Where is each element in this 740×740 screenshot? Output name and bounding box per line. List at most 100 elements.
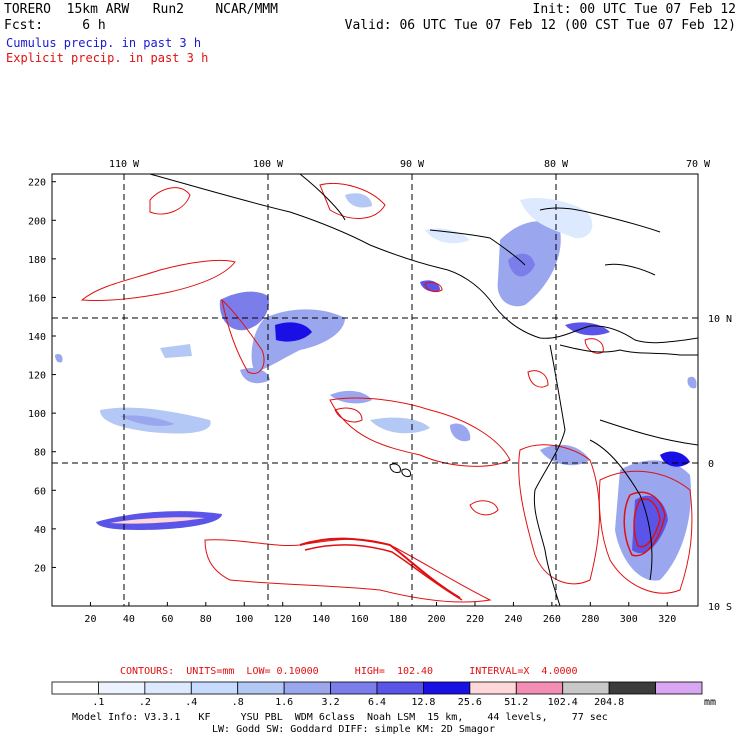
model-title: TORERO 15km ARW Run2 NCAR/MMM (4, 2, 278, 17)
colorbar-label: .8 (232, 697, 244, 708)
lon-label: 80 W (544, 159, 569, 170)
colorbar-label: 204.8 (594, 697, 624, 708)
cumulus-core (508, 253, 535, 277)
lat-labels: 10 N 0 10 S (694, 314, 732, 613)
x-tick-label: 200 (427, 614, 445, 625)
x-tick-label: 320 (658, 614, 676, 625)
colorbar-label: 51.2 (504, 697, 528, 708)
explicit-contour (598, 470, 693, 594)
x-tick-label: 160 (351, 614, 369, 625)
colorbar-label: 1.6 (275, 697, 293, 708)
x-tick-label: 20 (84, 614, 96, 625)
colorbar-box (608, 681, 656, 695)
explicit-precip-contours (80, 183, 693, 603)
lat-lon-grid (52, 174, 698, 606)
x-tick-label: 280 (581, 614, 599, 625)
cumulus-cell (450, 423, 471, 442)
explicit-contour (424, 281, 443, 293)
colorbar-label: 12.8 (411, 697, 435, 708)
x-tick-label: 100 (235, 614, 253, 625)
colorbar-box (423, 681, 471, 695)
legend-cumulus: Cumulus precip. in past 3 h (6, 36, 202, 50)
explicit-contour (527, 370, 549, 388)
x-tick-label: 240 (504, 614, 522, 625)
lon-label: 90 W (400, 159, 425, 170)
cumulus-core (632, 495, 668, 554)
init-time: Init: 00 UTC Tue 07 Feb 12 (532, 2, 737, 17)
hispaniola-coast (604, 263, 656, 276)
x-tick-label: 220 (466, 614, 484, 625)
contours-info: CONTOURS: UNITS=mm LOW= 0.10000 HIGH= 10… (120, 666, 578, 677)
colorbar-box (562, 681, 610, 695)
y-tick-label: 40 (34, 525, 46, 536)
colorbar-label: 102.4 (548, 697, 578, 708)
galapagos-island (389, 463, 401, 473)
explicit-contour-core (623, 491, 666, 557)
caribbean-coast (429, 229, 526, 266)
cumulus-cell (370, 417, 430, 434)
cumulus-cell (345, 193, 372, 208)
y-tick-label: 20 (34, 563, 46, 574)
cumulus-cell (687, 376, 697, 389)
x-tick-label: 300 (620, 614, 638, 625)
y-tick-label: 140 (28, 332, 46, 343)
colorbar-boxes (51, 681, 703, 695)
colorbar-box (144, 681, 192, 695)
explicit-contour (80, 259, 236, 302)
lon-label: 110 W (109, 159, 140, 170)
cumulus-cell (219, 291, 269, 331)
explicit-contour (149, 187, 191, 215)
cumulus-cell (160, 344, 192, 358)
map-background (52, 174, 698, 606)
coastlines (149, 174, 698, 606)
colorbar-label: 6.4 (368, 697, 386, 708)
colorbar-labels: .1 .2 .4 .8 1.6 3.2 6.4 12.8 25.6 51.2 102.4 204.8 (92, 697, 624, 708)
x-tick-label: 260 (543, 614, 561, 625)
y-tick-label: 120 (28, 371, 46, 382)
cumulus-cell (251, 309, 345, 372)
explicit-contour (518, 444, 600, 585)
venezuela-coast (559, 344, 698, 356)
lat-label: 0 (708, 459, 714, 470)
colorbar-box (190, 681, 239, 695)
colorbar-box (237, 681, 285, 695)
x-tick-label: 140 (312, 614, 330, 625)
colorbar-box (515, 681, 564, 695)
x-tick-label: 180 (389, 614, 407, 625)
valid-time: Valid: 06 UTC Tue 07 Feb 12 (00 CST Tue … (344, 18, 736, 33)
mexico-coast (299, 174, 346, 221)
explicit-contour (329, 397, 511, 467)
explicit-contour (469, 500, 499, 516)
colorbar-box (376, 681, 424, 695)
colorbar-label: .4 (185, 697, 197, 708)
cumulus-core (275, 322, 312, 342)
colorbar-unit: mm (704, 697, 717, 708)
cumulus-cell (330, 390, 372, 404)
lon-label: 70 W (686, 159, 711, 170)
y-tick-label: 100 (28, 409, 46, 420)
y-tick-label: 160 (28, 293, 46, 304)
cumulus-cell (425, 228, 470, 244)
forecast-hour: Fcst: 6 h (4, 18, 106, 33)
south-america-coast (533, 344, 566, 606)
cuba-coast (539, 207, 661, 233)
x-axis-ticks: 20 40 60 80 100 120 140 160 180 200 220 240 260 280 30… (84, 602, 676, 625)
y-tick-label: 60 (34, 486, 46, 497)
lat-label: 10 N (708, 314, 732, 325)
colorbar-box (51, 681, 99, 695)
colorbar-label: .1 (92, 697, 104, 708)
cumulus-cell (540, 444, 590, 466)
explicit-contour-core (304, 544, 463, 601)
colorbar-label: 3.2 (322, 697, 340, 708)
cumulus-precip-areas (55, 193, 697, 581)
x-tick-label: 80 (200, 614, 212, 625)
colorbar-box (98, 681, 146, 695)
y-tick-label: 220 (28, 178, 46, 189)
map-frame (51, 173, 699, 607)
central-america-coast (149, 174, 698, 344)
x-tick-label: 40 (123, 614, 135, 625)
explicit-contour-core (299, 537, 461, 599)
x-tick-label: 120 (274, 614, 292, 625)
